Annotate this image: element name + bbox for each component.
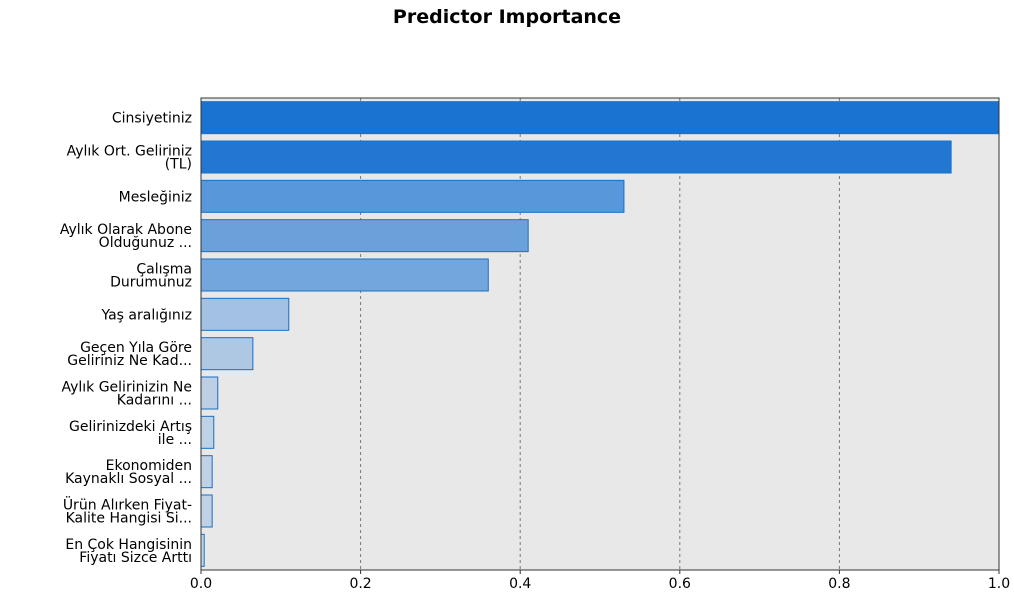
chart-title: Predictor Importance bbox=[392, 6, 622, 28]
bar bbox=[200, 101, 1000, 135]
category-label: Aylık Ort. Geliriniz (TL) bbox=[67, 144, 192, 173]
x-tick-label: 0.6 bbox=[669, 576, 691, 592]
category-label: Ekonomiden Kaynaklı Sosyal ... bbox=[65, 458, 192, 487]
category-label: Gelirinizdeki Artış ile ... bbox=[69, 419, 192, 448]
bar bbox=[200, 179, 625, 213]
category-label: Cinsiyetiniz bbox=[112, 111, 192, 127]
category-label: Ürün Alırken Fiyat-Kalite Hangisi Si... bbox=[63, 496, 192, 527]
x-tick-label: 0.4 bbox=[509, 576, 531, 592]
category-label: Yaş aralığınız bbox=[100, 307, 192, 323]
category-label: Mesleğiniz bbox=[119, 189, 192, 205]
bar bbox=[200, 258, 489, 292]
category-label: Çalışma Durumunuz bbox=[110, 262, 192, 291]
category-label: Aylık Olarak Abone Olduğunuz ... bbox=[60, 222, 192, 251]
bar bbox=[200, 219, 529, 253]
category-label: Geçen Yıla Göre Geliriniz Ne Kad... bbox=[67, 340, 192, 369]
x-tick-label: 1.0 bbox=[988, 576, 1010, 592]
category-label: Aylık Gelirinizin Ne Kadarını ... bbox=[61, 380, 192, 409]
bar bbox=[200, 140, 952, 174]
plot-frame bbox=[200, 97, 1000, 571]
bar bbox=[200, 415, 215, 449]
category-label: En Çok Hangisinin Fiyatı Sizce Arttı bbox=[65, 537, 192, 566]
x-tick-label: 0.0 bbox=[190, 576, 212, 592]
bar bbox=[200, 337, 254, 371]
bar bbox=[200, 455, 213, 489]
plot-area bbox=[201, 98, 999, 570]
x-tick-label: 0.2 bbox=[349, 576, 371, 592]
bar bbox=[200, 297, 290, 331]
bar bbox=[200, 494, 213, 528]
x-tick-label: 0.8 bbox=[828, 576, 850, 592]
bar bbox=[200, 376, 219, 410]
